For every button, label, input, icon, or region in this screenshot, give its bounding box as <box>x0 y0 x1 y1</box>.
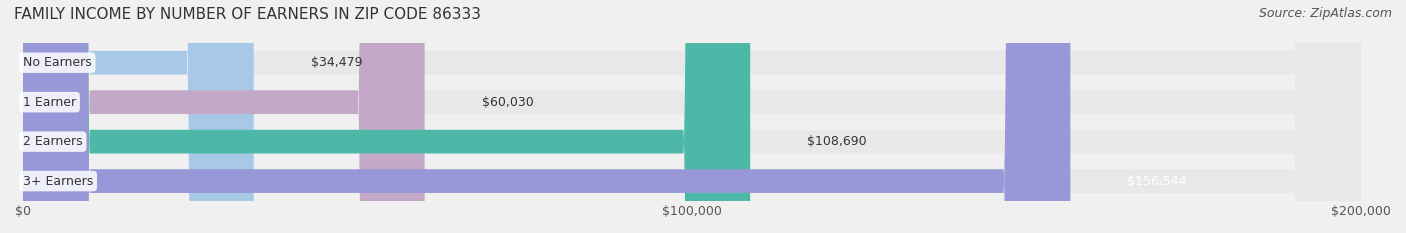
Text: FAMILY INCOME BY NUMBER OF EARNERS IN ZIP CODE 86333: FAMILY INCOME BY NUMBER OF EARNERS IN ZI… <box>14 7 481 22</box>
Text: 2 Earners: 2 Earners <box>22 135 83 148</box>
FancyBboxPatch shape <box>22 0 253 233</box>
Text: Source: ZipAtlas.com: Source: ZipAtlas.com <box>1258 7 1392 20</box>
Text: $108,690: $108,690 <box>807 135 868 148</box>
Text: $34,479: $34,479 <box>311 56 363 69</box>
FancyBboxPatch shape <box>22 0 1361 233</box>
Text: 3+ Earners: 3+ Earners <box>22 175 93 188</box>
FancyBboxPatch shape <box>22 0 1361 233</box>
Text: No Earners: No Earners <box>22 56 91 69</box>
FancyBboxPatch shape <box>22 0 751 233</box>
Text: $156,544: $156,544 <box>1128 175 1187 188</box>
FancyBboxPatch shape <box>22 0 1361 233</box>
Text: $60,030: $60,030 <box>482 96 533 109</box>
Text: 1 Earner: 1 Earner <box>22 96 76 109</box>
FancyBboxPatch shape <box>22 0 1070 233</box>
FancyBboxPatch shape <box>22 0 1361 233</box>
FancyBboxPatch shape <box>22 0 425 233</box>
